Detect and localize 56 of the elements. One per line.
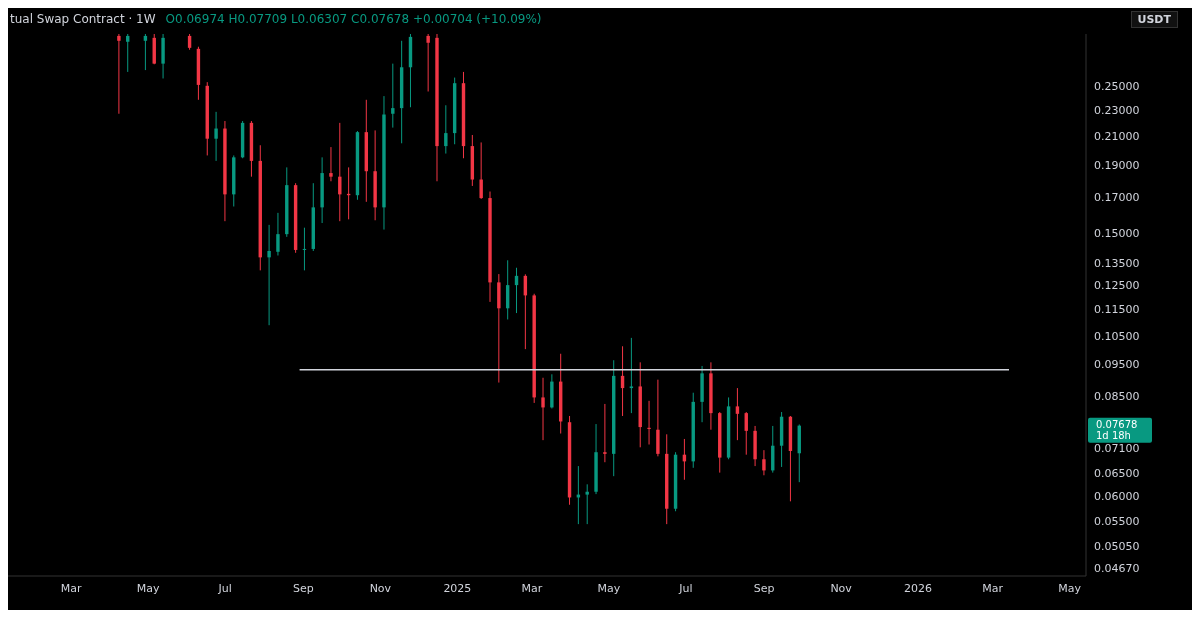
candlestick <box>276 212 280 256</box>
x-tick-label: 2026 <box>904 581 933 595</box>
candlestick <box>444 104 448 155</box>
x-tick-label: Sep <box>293 581 314 595</box>
y-tick-label: 0.05050 <box>1094 539 1140 553</box>
y-tick-label: 0.06500 <box>1094 467 1140 481</box>
y-tick-label: 0.08500 <box>1094 390 1140 404</box>
candlestick <box>329 146 333 182</box>
y-tick-label: 0.13500 <box>1094 257 1140 271</box>
x-tick-label: Nov <box>369 581 392 595</box>
text: 0.07678 <box>1096 418 1138 430</box>
y-tick-label: 0.19000 <box>1094 159 1140 173</box>
candlestick <box>585 483 589 525</box>
text: 1d 18h <box>1096 429 1131 441</box>
x-tick-label: Mar <box>60 581 82 595</box>
y-tick-label: 0.10500 <box>1094 329 1140 343</box>
candlestick <box>391 63 395 129</box>
chart-subtitle: O0.06974 H0.07709 L0.06307 C0.07678 +0.00704 (+10.09%) <box>165 12 542 26</box>
y-tick-label: 0.17000 <box>1094 191 1140 205</box>
candlestick <box>744 411 748 456</box>
y-tick-label: 0.06000 <box>1094 490 1140 504</box>
x-tick-label: Nov <box>830 581 853 595</box>
candlestick <box>603 403 607 463</box>
x-tick-label: May <box>1058 581 1082 595</box>
x-tick-label: Jul <box>678 581 693 595</box>
candlestick <box>735 387 740 441</box>
candlestick <box>647 400 651 446</box>
candlestick <box>302 227 307 271</box>
candlestick <box>479 141 483 200</box>
x-tick-label: Jul <box>217 581 232 595</box>
candlestick <box>762 449 766 476</box>
candlestick <box>267 224 271 326</box>
candlestick <box>214 111 218 162</box>
candlestick <box>629 337 634 414</box>
y-tick-label: 0.07100 <box>1094 442 1140 456</box>
candlestick <box>117 34 121 115</box>
y-tick-label: 0.09500 <box>1094 358 1140 372</box>
y-tick-label: 0.04670 <box>1094 562 1140 576</box>
candlestick <box>541 377 545 441</box>
x-tick-label: Mar <box>521 581 543 595</box>
y-tick-label: 0.15000 <box>1094 227 1140 241</box>
y-tick-label: 0.23000 <box>1094 104 1140 118</box>
x-tick-label: May <box>136 581 160 595</box>
x-tick-label: Mar <box>982 581 1004 595</box>
candlestick <box>426 34 430 92</box>
x-tick-label: Sep <box>753 581 775 595</box>
y-tick-label: 0.25000 <box>1094 80 1140 94</box>
y-tick-label: 0.12500 <box>1094 279 1140 293</box>
y-axis-title: USDT <box>1130 10 1178 28</box>
x-tick-label: May <box>597 581 621 595</box>
y-tick-label: 0.11500 <box>1094 303 1140 317</box>
x-tick-label: 2025 <box>443 581 472 595</box>
candlestick <box>126 34 130 73</box>
chart-title: tual Swap Contract · 1W <box>10 12 156 26</box>
y-tick-label: 0.21000 <box>1094 130 1140 144</box>
y-tick-label: 0.05500 <box>1094 515 1140 529</box>
